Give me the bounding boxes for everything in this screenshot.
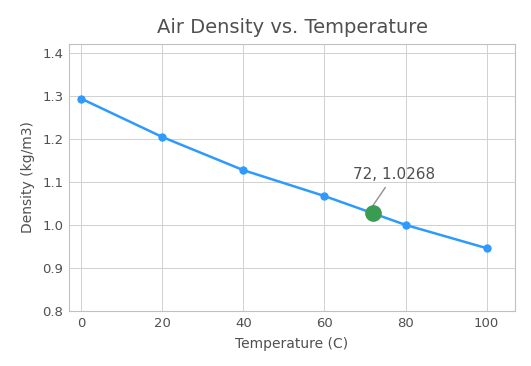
- X-axis label: Temperature (C): Temperature (C): [235, 337, 349, 351]
- Text: 72, 1.0268: 72, 1.0268: [353, 167, 435, 209]
- Title: Air Density vs. Temperature: Air Density vs. Temperature: [157, 18, 427, 37]
- Y-axis label: Density (kg/m3): Density (kg/m3): [21, 122, 36, 234]
